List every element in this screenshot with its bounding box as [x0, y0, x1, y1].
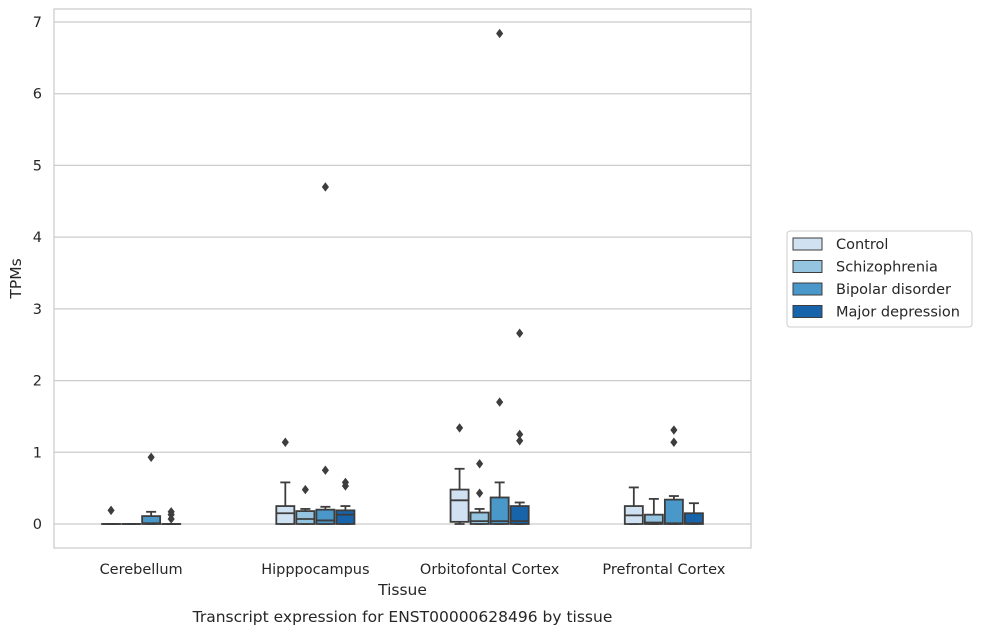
- chart-caption: Transcript expression for ENST0000062849…: [192, 608, 613, 626]
- outlier-control-cerebellum-0: [107, 505, 115, 516]
- box-body-control-hipppocampus: [275, 505, 296, 525]
- box-control-prefrontal-cortex: [623, 486, 644, 525]
- box-body-bipolar-disorder-orbitofontal-cortex: [489, 496, 510, 525]
- y-tick-label-2: 2: [33, 374, 42, 390]
- box-bipolar-disorder-prefrontal-cortex: [663, 495, 684, 525]
- x-tick-label-hipppocampus: Hipppocampus: [261, 562, 369, 578]
- outlier-bipolar-disorder-orbitofontal-cortex-1: [496, 28, 504, 39]
- y-tick-label-4: 4: [33, 230, 42, 246]
- legend-swatch-bipolar-disorder: [792, 282, 823, 296]
- outlier-major-depression-orbitofontal-cortex-2: [516, 328, 524, 338]
- outlier-bipolar-disorder-prefrontal-cortex-0: [670, 437, 678, 447]
- gridlines: [54, 21, 751, 525]
- box-body-bipolar-disorder-hipppocampus: [315, 508, 336, 525]
- box-body-control-orbitofontal-cortex: [449, 488, 470, 523]
- y-tick-labels: 0 1 2 3 4 5 6 7: [33, 15, 42, 533]
- legend-item-control: Control: [792, 237, 888, 253]
- outlier-major-depression-hipppocampus-1: [341, 477, 350, 488]
- outlier-bipolar-disorder-prefrontal-cortex-1: [670, 425, 678, 435]
- outlier-control-hipppocampus-0: [281, 437, 289, 447]
- outlier-schizophrenia-orbitofontal-cortex-0: [476, 488, 484, 498]
- outlier-schizophrenia-orbitofontal-cortex-1: [476, 459, 484, 469]
- legend-item-bipolar-disorder: Bipolar disorder: [792, 282, 951, 298]
- x-tick-label-orbitofontal-cortex: Orbitofontal Cortex: [420, 562, 560, 578]
- outlier-major-depression-orbitofontal-cortex-1: [516, 429, 524, 440]
- plot-area-frame: [53, 8, 752, 549]
- legend-item-schizophrenia: Schizophrenia: [792, 260, 938, 276]
- outlier-points: [107, 28, 678, 524]
- box-major-depression-hipppocampus: [335, 505, 356, 525]
- x-tick-labels: Cerebellum Hipppocampus Orbitofontal Corte…: [100, 562, 726, 578]
- legend-swatch-schizophrenia: [792, 260, 823, 273]
- box-control-hipppocampus: [275, 481, 296, 525]
- box-bipolar-disorder-hipppocampus: [315, 505, 336, 525]
- outlier-bipolar-disorder-orbitofontal-cortex-0: [496, 397, 504, 407]
- y-tick-label-6: 6: [33, 87, 42, 103]
- box-body-major-depression-hipppocampus: [335, 509, 356, 525]
- box-control-orbitofontal-cortex: [449, 467, 470, 525]
- y-tick-label-7: 7: [33, 15, 42, 31]
- y-tick-label-5: 5: [33, 158, 42, 174]
- boxes: [101, 467, 704, 525]
- y-axis-label: TPMs: [7, 258, 25, 299]
- box-bipolar-disorder-orbitofontal-cortex: [489, 481, 510, 525]
- outlier-major-depression-orbitofontal-cortex-0: [516, 436, 524, 446]
- legend-frame: [786, 230, 973, 328]
- legend-swatch-major-depression: [792, 305, 823, 318]
- box-major-depression-orbitofontal-cortex: [509, 501, 530, 525]
- y-tick-label-1: 1: [33, 445, 42, 461]
- outlier-control-orbitofontal-cortex-0: [455, 423, 464, 433]
- box-schizophrenia-orbitofontal-cortex: [469, 508, 490, 525]
- box-bipolar-disorder-cerebellum: [141, 510, 162, 525]
- y-tick-label-3: 3: [33, 302, 42, 318]
- box-body-major-depression-orbitofontal-cortex: [509, 505, 530, 525]
- box-body-schizophrenia-orbitofontal-cortex: [469, 511, 490, 525]
- outlier-bipolar-disorder-hipppocampus-1: [321, 182, 329, 192]
- y-tick-label-0: 0: [33, 517, 42, 533]
- legend: Control Schizophrenia Bipolar disorder Majo…: [786, 230, 973, 328]
- outlier-major-depression-cerebellum-2: [167, 507, 175, 517]
- outlier-bipolar-disorder-hipppocampus-0: [321, 465, 329, 475]
- x-axis-label: Tissue: [377, 581, 427, 599]
- box-schizophrenia-hipppocampus: [295, 508, 316, 525]
- legend-swatch-control: [792, 237, 823, 251]
- outlier-bipolar-disorder-cerebellum-0: [147, 452, 155, 463]
- legend-label-major-depression: Major depression: [836, 305, 960, 321]
- box-body-schizophrenia-hipppocampus: [295, 510, 316, 525]
- legend-item-major-depression: Major depression: [792, 305, 960, 321]
- legend-label-schizophrenia: Schizophrenia: [836, 260, 938, 276]
- box-major-depression-prefrontal-cortex: [684, 502, 704, 525]
- box-schizophrenia-prefrontal-cortex: [643, 498, 664, 525]
- box-body-bipolar-disorder-prefrontal-cortex: [663, 498, 684, 525]
- x-tick-label-cerebellum: Cerebellum: [100, 562, 183, 578]
- legend-label-bipolar-disorder: Bipolar disorder: [836, 282, 951, 298]
- x-tick-label-prefrontal-cortex: Prefrontal Cortex: [602, 562, 725, 578]
- outlier-schizophrenia-hipppocampus-0: [301, 484, 309, 495]
- legend-label-control: Control: [836, 237, 888, 253]
- box-body-schizophrenia-prefrontal-cortex: [643, 513, 664, 525]
